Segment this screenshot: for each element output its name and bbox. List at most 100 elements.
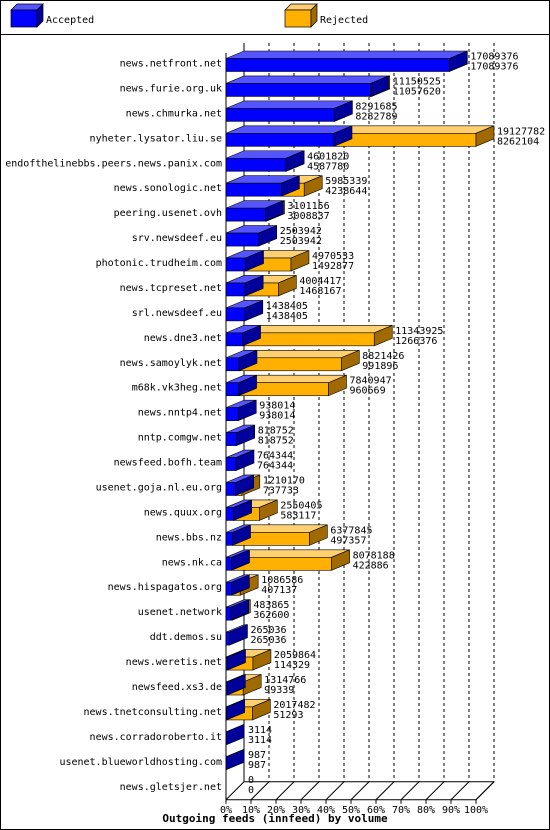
bar-rejected-top xyxy=(242,325,393,334)
bar-accepted xyxy=(225,200,284,222)
bar-accepted-side xyxy=(242,324,261,347)
x-axis: 0% 10% 20% 30% 40% 50% 60% 70% 80% 90% 100% xyxy=(220,805,488,816)
accepted-value-label: 987 xyxy=(248,760,266,771)
bar-accepted xyxy=(225,349,258,372)
x-tick-label: 80% xyxy=(417,805,435,816)
bar-accepted-side xyxy=(265,200,284,222)
bar-accepted-front xyxy=(225,407,239,421)
offered-value-label: 4970533 xyxy=(312,251,354,262)
category-label: srv.newsdeef.eu xyxy=(132,233,222,244)
bar-accepted-side xyxy=(233,499,252,521)
offered-value-label: 1210170 xyxy=(263,475,305,486)
bar-rejected-front xyxy=(242,332,375,347)
category-label: news.dne3.net xyxy=(144,333,222,344)
bar-accepted xyxy=(225,75,389,97)
bar-accepted-front xyxy=(225,581,232,596)
floor-diagonal xyxy=(425,781,445,801)
legend-swatch-side xyxy=(36,3,44,28)
offered-value-label: 8821426 xyxy=(362,351,404,362)
bar-rejected-side xyxy=(242,674,262,696)
accepted-value-label: 4587780 xyxy=(307,161,349,172)
floor-diagonal xyxy=(475,781,495,801)
bar-accepted-front xyxy=(225,532,233,546)
bar-accepted xyxy=(225,748,245,771)
bar-rejected-side xyxy=(303,175,323,197)
category-label: news.tnetconsulting.net xyxy=(84,707,222,718)
accepted-value-label: 99339 xyxy=(264,685,294,696)
category-label: nntp.comgw.net xyxy=(138,433,222,444)
bar-accepted-side xyxy=(225,748,245,771)
bar-rejected-side xyxy=(340,349,360,372)
bar-rejected xyxy=(232,524,328,546)
bar-rejected xyxy=(238,374,347,397)
floor-diagonal xyxy=(400,781,420,801)
bar-accepted-top xyxy=(225,100,353,109)
bar-accepted xyxy=(225,374,257,397)
bar-accepted xyxy=(225,275,264,297)
offered-value-label: 2017482 xyxy=(273,700,315,711)
bar-accepted-side xyxy=(237,399,257,422)
bar-accepted-side xyxy=(229,624,248,646)
category-label: ddt.demos.su xyxy=(150,632,222,643)
bar-accepted-side xyxy=(449,50,468,72)
bar-accepted xyxy=(225,574,250,596)
bar-accepted-front xyxy=(225,507,234,521)
offered-value-label: 987 xyxy=(248,750,266,761)
offered-value-label: 8078188 xyxy=(353,550,395,561)
accepted-value-label: 818752 xyxy=(258,436,294,447)
offered-value-label: 0 xyxy=(248,775,254,786)
accepted-value-label: 497357 xyxy=(330,535,366,546)
offered-value-label: 818752 xyxy=(258,426,294,437)
offered-value-label: 1438405 xyxy=(266,301,308,312)
x-tick-label: 100% xyxy=(464,805,488,816)
accepted-value-label: 51293 xyxy=(273,710,303,721)
accepted-value-label: 3008837 xyxy=(288,211,330,222)
bar-accepted xyxy=(225,125,353,147)
offered-value-label: 17089376 xyxy=(470,52,518,63)
bar-accepted-side xyxy=(258,225,278,247)
accepted-value-label: 938014 xyxy=(259,411,295,422)
bar-accepted-side xyxy=(370,75,389,97)
category-label: news.bbs.nz xyxy=(156,532,222,543)
bar-accepted-front xyxy=(225,631,230,646)
category-label: news.samoylyk.net xyxy=(120,358,222,369)
floor-diagonal xyxy=(350,781,370,801)
bar-accepted-front xyxy=(225,307,246,322)
bar-accepted xyxy=(225,698,245,721)
accepted-value-label: 1438405 xyxy=(266,311,308,322)
offered-value-label: 265036 xyxy=(250,625,286,636)
bar-accepted xyxy=(225,175,300,197)
bar-accepted-front xyxy=(225,432,238,446)
category-label: usenet.network xyxy=(138,607,222,618)
bar-accepted-front xyxy=(225,556,232,571)
offered-value-label: 2550405 xyxy=(280,500,322,511)
bar-accepted-side xyxy=(231,574,250,596)
bar-rejected-side xyxy=(331,549,350,571)
bar-accepted xyxy=(225,474,254,496)
legend-swatch-side xyxy=(310,3,318,28)
floor-diagonal xyxy=(275,781,295,801)
offered-value-label: 938014 xyxy=(259,401,295,412)
bar-accepted-side xyxy=(281,175,300,197)
offered-value-label: 4004417 xyxy=(299,276,341,287)
bar-accepted-side xyxy=(226,674,246,696)
bar-accepted-front xyxy=(225,257,246,272)
accepted-value-label: 8282789 xyxy=(355,111,397,122)
category-label: m68k.vk3heg.net xyxy=(132,383,222,394)
category-label: peering.usenet.ovh xyxy=(114,208,222,219)
offered-value-label: 19127782 xyxy=(497,126,545,137)
bar-rejected-side xyxy=(252,649,272,671)
bar-accepted-front xyxy=(225,157,287,172)
bar-accepted-front xyxy=(225,282,246,297)
category-label: srl.newsdeef.eu xyxy=(132,308,222,319)
x-tick-label: 70% xyxy=(392,805,410,816)
bar-rejected-side xyxy=(475,125,495,147)
x-tick-label: 90% xyxy=(442,805,460,816)
bar-accepted-side xyxy=(231,549,250,571)
bar-accepted-front xyxy=(225,332,243,347)
bar-accepted-side xyxy=(225,723,245,746)
category-label: photonic.trudheim.com xyxy=(96,258,222,269)
legend-label: Rejected xyxy=(320,15,368,26)
